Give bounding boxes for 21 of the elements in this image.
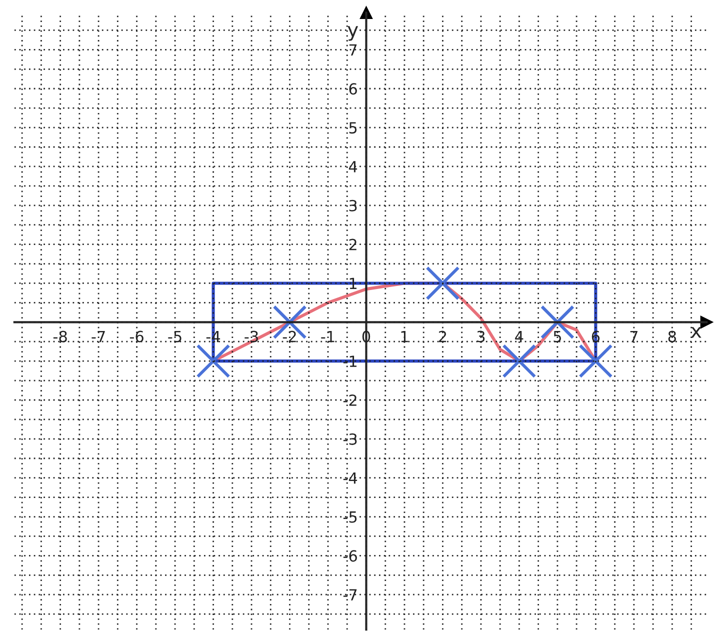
x-tick-label: -7 (92, 330, 105, 342)
y-tick-label: -2 (343, 394, 356, 406)
y-tick-label: -6 (343, 550, 357, 562)
y-tick-label: -1 (343, 356, 356, 367)
x-tick-label: -2 (282, 330, 296, 342)
y-tick-label: 3 (349, 200, 357, 212)
y-tick-label: 7 (349, 44, 357, 56)
y-tick-label: 1 (350, 278, 356, 290)
x-tick-label: 3 (477, 330, 485, 342)
x-axis-title: x (691, 327, 702, 338)
y-tick-label: 4 (348, 161, 358, 172)
y-tick-label: -5 (343, 511, 357, 523)
y-tick-label: -4 (343, 472, 358, 484)
x-tick-label: 4 (515, 330, 524, 342)
y-tick-label: -3 (343, 433, 357, 445)
y-tick-label: -7 (343, 589, 357, 600)
x-tick-label: 8 (668, 330, 676, 342)
y-tick-label: 5 (349, 122, 357, 134)
y-axis-title: y (348, 26, 358, 41)
x-tick-label: -6 (130, 330, 144, 342)
y-tick-label: 2 (349, 238, 356, 250)
